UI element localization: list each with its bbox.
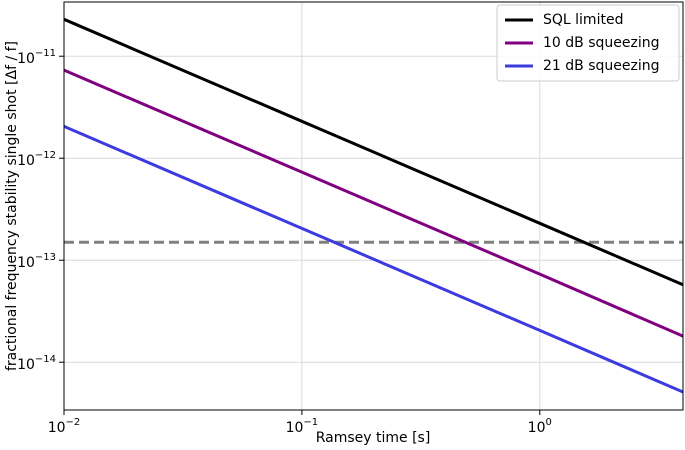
tick-base: 10 <box>286 420 304 436</box>
tick-exponent: −13 <box>35 252 56 263</box>
series-line <box>64 17 683 287</box>
legend-box <box>496 4 680 82</box>
tick-label: 100 <box>528 417 552 436</box>
legend-label: 10 dB squeezing <box>543 35 659 51</box>
tick-base: 10 <box>528 420 546 436</box>
tick-exponent: −1 <box>303 417 318 428</box>
series-line <box>64 125 683 394</box>
plot-frame <box>63 1 684 411</box>
tick-exponent: −14 <box>35 354 56 365</box>
tick-label: 10−1 <box>286 417 319 436</box>
tick-label: 10−2 <box>48 417 81 436</box>
tick-exponent: −2 <box>66 417 81 428</box>
tick-label: 10−12 <box>17 150 56 169</box>
x-axis-label: Ramsey time [s] <box>316 430 431 446</box>
tick-base: 10 <box>17 255 35 271</box>
tick-exponent: 0 <box>546 417 552 428</box>
legend-label: SQL limited <box>543 12 623 28</box>
tick-label: 10−13 <box>17 252 56 271</box>
tick-label: 10−11 <box>17 48 56 67</box>
series-line <box>64 68 683 338</box>
tick-base: 10 <box>17 153 35 169</box>
tick-base: 10 <box>17 51 35 67</box>
legend-label: 21 dB squeezing <box>543 58 659 74</box>
tick-base: 10 <box>48 420 66 436</box>
y-axis-label: fractional frequency stability single sh… <box>4 41 20 371</box>
tick-base: 10 <box>17 357 35 373</box>
tick-exponent: −12 <box>35 150 56 161</box>
tick-label: 10−14 <box>17 354 56 373</box>
tick-exponent: −11 <box>35 48 56 59</box>
